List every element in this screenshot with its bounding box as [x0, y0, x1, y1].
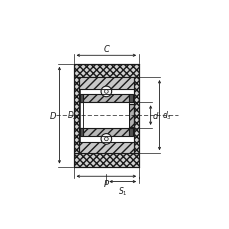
Bar: [79, 78, 133, 89]
Text: $D_2$: $D_2$: [67, 109, 78, 122]
Bar: [129, 104, 133, 127]
Bar: [79, 78, 133, 89]
Bar: [83, 95, 129, 103]
Text: C: C: [103, 44, 109, 53]
Circle shape: [101, 134, 111, 144]
Bar: [73, 154, 139, 167]
Bar: [79, 142, 133, 154]
Text: $B_1$: $B_1$: [101, 90, 111, 102]
Circle shape: [101, 87, 111, 97]
Bar: [80, 128, 83, 136]
Text: P: P: [104, 179, 108, 188]
Bar: [83, 103, 129, 128]
Text: d: d: [152, 111, 158, 120]
Bar: [73, 154, 139, 167]
Text: $d_3$: $d_3$: [161, 109, 171, 122]
Bar: [133, 78, 139, 154]
Bar: [80, 95, 83, 103]
Bar: [133, 78, 139, 154]
Bar: [83, 128, 129, 136]
Bar: [73, 78, 79, 154]
Text: D: D: [49, 111, 56, 120]
Bar: [83, 95, 129, 103]
Bar: [73, 65, 139, 78]
Bar: [129, 104, 133, 127]
Text: $S_1$: $S_1$: [117, 184, 127, 197]
Bar: [73, 65, 139, 78]
Bar: [129, 95, 132, 103]
Bar: [129, 128, 132, 136]
Bar: [79, 142, 133, 154]
Bar: [73, 78, 79, 154]
Bar: [83, 128, 129, 136]
